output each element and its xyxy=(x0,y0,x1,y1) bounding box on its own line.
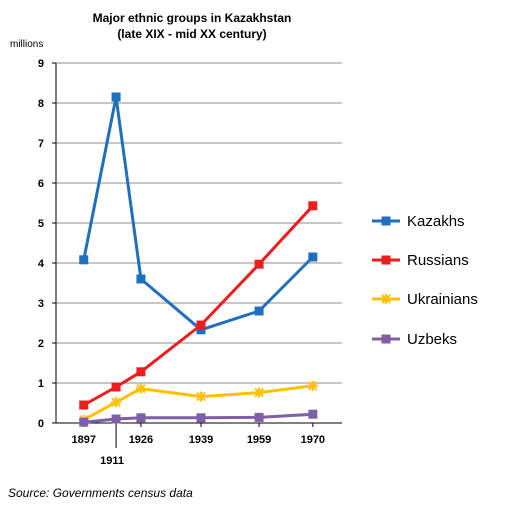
series-line-uzbeks xyxy=(83,412,313,424)
legend-marker-kazakhs xyxy=(381,216,391,226)
point-uzbeks-1911 xyxy=(111,414,121,424)
point-ukrainians-1939-bar-d2 xyxy=(196,391,206,402)
point-uzbeks-1959 xyxy=(254,412,264,422)
point-uzbeks-1939 xyxy=(196,413,206,423)
point-ukrainians-1970-bar-d2 xyxy=(308,381,318,391)
y-tick-label-6: 6 xyxy=(38,178,44,190)
legend-label-kazakhs: Kazakhs xyxy=(407,213,465,230)
y-axis-unit: millions xyxy=(10,39,43,50)
point-ukrainians-1926-bar-d2 xyxy=(136,383,146,394)
grid-lines xyxy=(56,62,342,384)
point-kazakhs-1911 xyxy=(111,92,121,102)
legend-marker-uzbeks xyxy=(381,334,391,344)
point-kazakhs-1939 xyxy=(196,325,206,335)
chart-subtitle: (late XIX - mid XX century) xyxy=(117,27,266,41)
y-tick-label-5: 5 xyxy=(38,218,44,230)
x-tick-label-1911: 1911 xyxy=(100,455,124,467)
series-line-russians xyxy=(83,204,314,407)
y-tick-label-7: 7 xyxy=(38,138,44,150)
point-ukrainians-1939 xyxy=(196,391,207,402)
point-kazakhs-1959 xyxy=(254,306,264,316)
legend-marker-ukrainians-bar-d2 xyxy=(381,294,391,304)
y-tick-label-4: 4 xyxy=(38,258,45,270)
y-tick-label-2: 2 xyxy=(38,338,44,350)
point-russians-1959 xyxy=(254,259,264,269)
point-ukrainians-1959 xyxy=(254,387,265,398)
legend: Kazakhs Russians Ukrainians Uzbeks xyxy=(372,213,478,348)
point-ukrainians-1959-bar-d2 xyxy=(254,387,264,398)
legend-label-ukrainians: Ukrainians xyxy=(407,291,478,308)
legend-label-russians: Russians xyxy=(407,252,469,269)
x-tick-label-1970: 1970 xyxy=(301,434,325,446)
legend-label-uzbeks: Uzbeks xyxy=(407,331,457,348)
x-axis-ticks: 1897 1911 1926 1939 1959 1970 xyxy=(71,423,325,467)
point-kazakhs-1926 xyxy=(136,274,146,284)
point-ukrainians-1911 xyxy=(111,397,122,408)
point-kazakhs-1897 xyxy=(79,255,89,265)
point-russians-1911 xyxy=(111,382,121,392)
point-uzbeks-1970 xyxy=(308,409,318,419)
axes xyxy=(55,63,342,424)
y-tick-label-9: 9 xyxy=(38,58,44,70)
point-ukrainians-1970 xyxy=(307,380,318,391)
point-uzbeks-1897 xyxy=(79,417,89,427)
y-tick-label-0: 0 xyxy=(38,418,44,430)
x-tick-label-1959: 1959 xyxy=(247,434,271,446)
point-russians-1926 xyxy=(136,367,146,377)
source-note: Source: Governments census data xyxy=(8,486,193,500)
point-ukrainians-1926 xyxy=(135,383,146,394)
legend-marker-russians xyxy=(381,255,391,265)
y-tick-label-1: 1 xyxy=(38,378,44,390)
y-tick-label-3: 3 xyxy=(38,298,44,310)
point-ukrainians-1911-bar-d2 xyxy=(111,397,121,407)
point-russians-1897 xyxy=(79,400,89,410)
x-tick-label-1897: 1897 xyxy=(71,434,95,446)
x-tick-label-1926: 1926 xyxy=(129,434,153,446)
point-russians-1970 xyxy=(308,201,318,211)
point-uzbeks-1926 xyxy=(136,413,146,423)
chart-title: Major ethnic groups in Kazakhstan xyxy=(93,11,292,25)
legend-marker-ukrainians xyxy=(381,294,391,304)
point-kazakhs-1970 xyxy=(308,252,318,262)
x-tick-label-1939: 1939 xyxy=(189,434,213,446)
series-group xyxy=(78,92,318,427)
y-tick-label-8: 8 xyxy=(38,98,44,110)
series-line-kazakhs xyxy=(82,95,314,332)
series-line-ukrainians xyxy=(83,384,314,422)
point-russians-1939 xyxy=(196,320,206,330)
y-axis-ticks: 0 1 2 3 4 5 6 7 8 9 xyxy=(38,58,56,430)
